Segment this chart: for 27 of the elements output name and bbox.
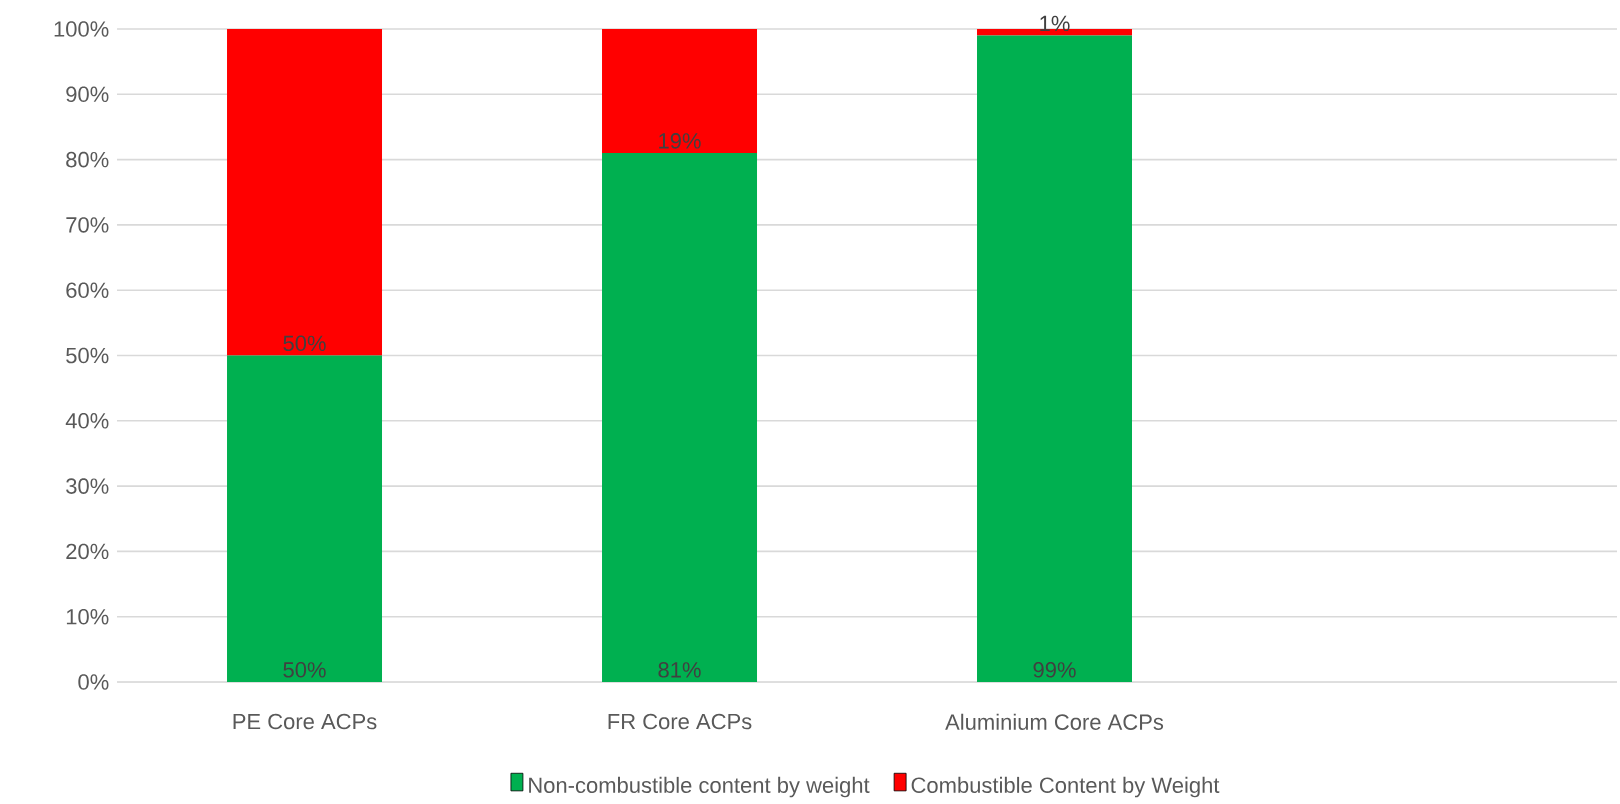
bar <box>227 28 383 356</box>
y-tick-label: 10% <box>66 608 109 625</box>
x-tick-label: FR Core ACPs <box>608 713 752 730</box>
y-tick-label: 20% <box>66 543 109 560</box>
y-tick-label: 80% <box>66 151 109 168</box>
data-label: 99% <box>1033 661 1076 678</box>
data-label: 1% <box>1040 15 1070 32</box>
data-label: 50% <box>283 335 326 352</box>
y-tick-label: 90% <box>66 86 109 103</box>
data-label: 81% <box>658 661 701 678</box>
y-tick-label: 60% <box>66 282 109 298</box>
y-tick-label: 30% <box>66 478 109 494</box>
legend-label: Non-combustible content by weight <box>529 776 870 798</box>
x-tick-label: Aluminium Core ACPs <box>945 713 1164 730</box>
y-tick-label: 50% <box>66 347 109 364</box>
bar <box>602 153 758 682</box>
data-label: 50% <box>283 661 326 678</box>
y-tick-label: 0% <box>78 674 109 690</box>
bar <box>227 355 383 682</box>
y-tick-label: 70% <box>66 217 109 233</box>
legend-label: Combustible Content by Weight <box>911 776 1220 798</box>
bar <box>977 35 1133 682</box>
x-tick-label: PE Core ACPs <box>233 713 377 730</box>
data-label: 19% <box>659 133 701 149</box>
y-tick-label: 40% <box>65 412 109 429</box>
bar <box>602 28 758 154</box>
y-tick-label: 100% <box>54 21 109 37</box>
